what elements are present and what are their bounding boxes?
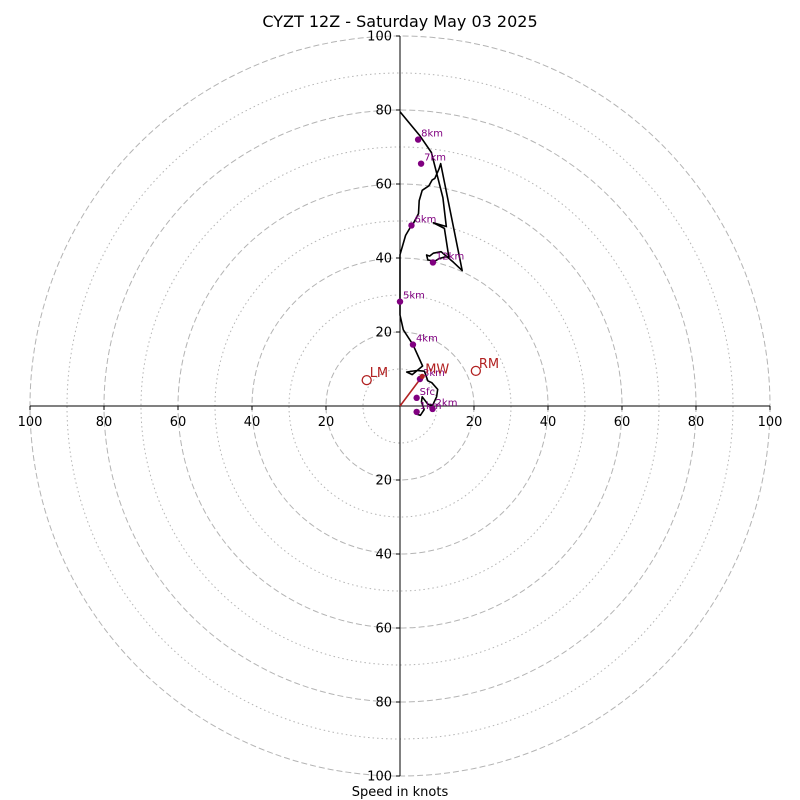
height-label-5km: 5km — [403, 291, 425, 302]
motion-label-lm: LM — [370, 366, 388, 381]
height-marker-sfc — [413, 394, 420, 402]
height-label-2km: 2km — [436, 398, 458, 409]
y-tick-label: 80 — [375, 104, 392, 119]
x-tick-label: 60 — [614, 415, 631, 430]
height-marker-12km — [429, 259, 437, 266]
x-tick-label: 60 — [170, 415, 187, 430]
motion-label-mw: MW — [425, 362, 449, 377]
motion-label-rm: RM — [479, 357, 499, 372]
height-marker-6km — [408, 222, 415, 229]
hodograph-trace — [399, 111, 464, 417]
y-tick-label: 100 — [367, 30, 392, 45]
y-tick-label: 40 — [375, 252, 392, 267]
y-tick-label: 40 — [375, 548, 392, 563]
x-tick-label: 100 — [18, 415, 43, 430]
x-tick-label: 80 — [688, 415, 705, 430]
motion-marker-rm — [470, 365, 482, 377]
x-tick-label: 80 — [96, 415, 113, 430]
x-tick-label: 40 — [244, 415, 261, 430]
x-axis-label: Speed in knots — [352, 785, 449, 800]
height-label-sfc: Sfc — [420, 387, 435, 398]
height-label-4km: 4km — [416, 334, 438, 345]
height-label-6km: 6km — [414, 214, 436, 225]
tick-labels: 100 80 60 40 20 20 40 60 80 100 100 80 60 40 20 20 40 60 8… — [18, 30, 783, 785]
height-label-1km: 1km — [420, 401, 442, 412]
y-tick-label: 60 — [375, 178, 392, 193]
y-tick-label: 80 — [375, 696, 392, 711]
height-label-7km: 7km — [424, 153, 446, 164]
height-label-3km: 3km — [423, 368, 445, 379]
y-tick-label: 20 — [375, 326, 392, 341]
height-marker-2km — [429, 405, 436, 413]
mean-wind-marker — [419, 373, 425, 379]
y-tick-label: 20 — [375, 474, 392, 489]
height-label-12km: 12km — [436, 251, 464, 262]
x-tick-label: 40 — [540, 415, 557, 430]
storm-motion-layer: LM RM MW — [361, 357, 499, 386]
chart-title: CYZT 12Z - Saturday May 03 2025 — [262, 12, 537, 31]
height-label-8km: 8km — [421, 129, 443, 140]
x-tick-label: 20 — [466, 415, 483, 430]
y-tick-label: 100 — [367, 770, 392, 785]
height-marker-5km — [396, 298, 404, 305]
y-tick-label: 60 — [375, 622, 392, 637]
x-tick-label: 20 — [318, 415, 335, 430]
height-marker-4km — [409, 341, 417, 348]
x-tick-label: 100 — [758, 415, 783, 430]
motion-marker-lm — [361, 374, 372, 386]
height-marker-8km — [414, 136, 422, 143]
height-marker-7km — [417, 160, 425, 167]
height-marker-1km — [413, 408, 420, 416]
